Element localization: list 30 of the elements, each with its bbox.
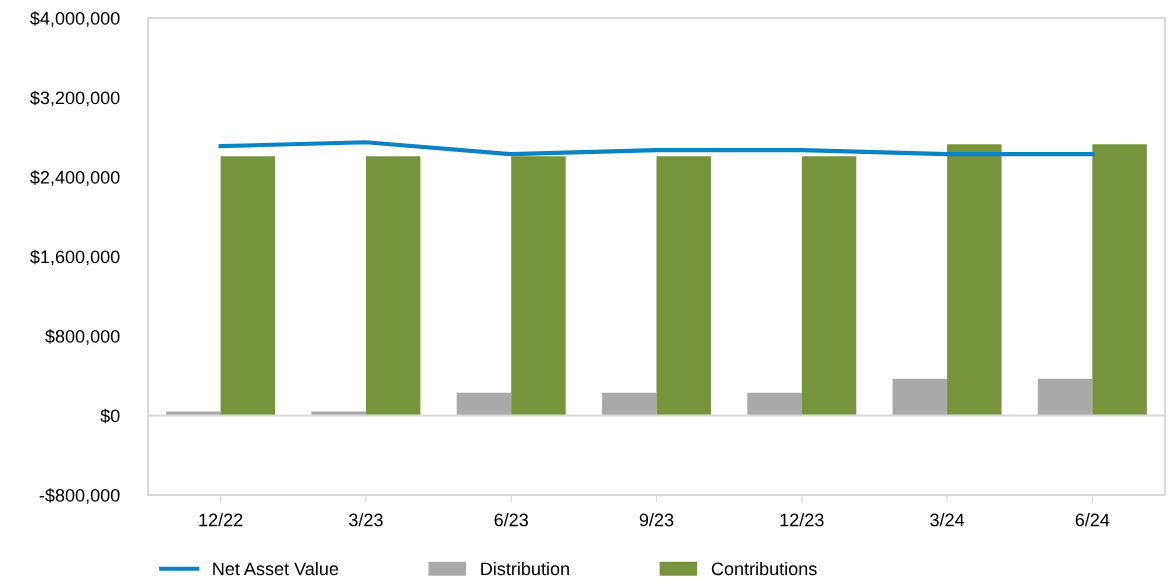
bar [1092, 144, 1147, 416]
bar [1037, 378, 1093, 416]
bar [220, 156, 276, 416]
bar [892, 378, 948, 416]
legend-label: Distribution [481, 561, 569, 576]
x-tick-label: 6/24 [1075, 513, 1110, 527]
x-tick-label: 9/23 [639, 513, 674, 527]
line-series [218, 140, 1095, 157]
x-tick-label: 3/23 [349, 513, 383, 527]
y-tick-label: -$800,000 [39, 488, 120, 504]
bar [747, 392, 802, 416]
bar [602, 392, 657, 416]
y-tick-label: $4,000,000 [30, 11, 120, 27]
y-tick-label: $2,400,000 [30, 170, 120, 186]
y-tick-label: $1,600,000 [30, 249, 120, 266]
x-tick-label: 12/23 [780, 513, 824, 527]
bar [365, 156, 421, 416]
x-tick-label: 12/22 [199, 513, 243, 527]
bar [456, 392, 512, 416]
legend-label: Contributions [711, 561, 817, 576]
bar [511, 156, 566, 416]
bar [801, 156, 857, 416]
y-tick-label: $3,200,000 [30, 90, 120, 107]
bar [947, 144, 1002, 416]
legend-label: Net Asset Value [213, 561, 339, 576]
y-tick-label: $0 [100, 408, 120, 424]
bar [656, 156, 711, 416]
x-tick-label: 6/23 [494, 513, 528, 527]
y-tick-label: $800,000 [45, 329, 120, 345]
x-tick-label: 3/24 [930, 513, 965, 527]
